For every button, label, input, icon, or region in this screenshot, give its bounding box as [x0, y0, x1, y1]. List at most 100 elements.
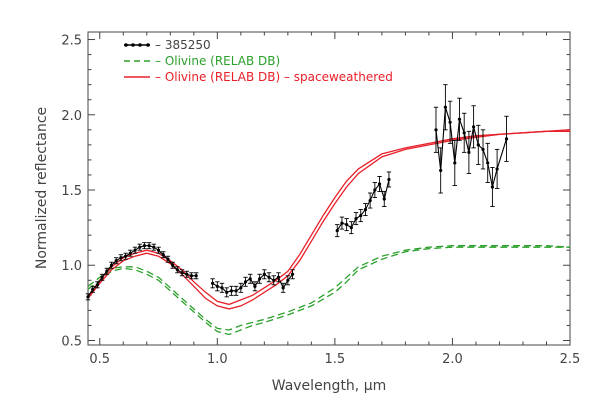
axes-frame-group	[87, 31, 571, 346]
data-point	[434, 128, 438, 132]
data-point	[272, 278, 276, 282]
data-point	[377, 182, 382, 186]
data-point	[114, 259, 118, 263]
data-point	[443, 105, 447, 109]
data-point	[91, 287, 95, 291]
x-tick-label: 2.0	[442, 352, 463, 367]
data-point	[290, 272, 295, 276]
data-point	[239, 286, 243, 290]
data-point	[253, 284, 257, 288]
data-point	[354, 216, 358, 221]
x-axis-label: Wavelength, μm	[272, 378, 387, 394]
data-point	[267, 275, 271, 279]
data-point	[156, 248, 161, 252]
data-point	[220, 286, 224, 290]
y-tick-label: 0.5	[61, 334, 82, 349]
data-point	[138, 245, 142, 249]
data-point	[368, 198, 372, 203]
data-point	[476, 143, 480, 147]
data-point	[86, 295, 90, 299]
data-point	[128, 251, 132, 255]
data-point	[225, 290, 229, 294]
data-point	[276, 275, 281, 279]
data-point	[281, 286, 285, 290]
data-point	[462, 131, 466, 135]
data-point	[95, 283, 100, 287]
data-point	[387, 177, 391, 182]
data-point	[340, 221, 344, 225]
data-point	[180, 271, 184, 275]
data-point	[373, 188, 377, 192]
data-point	[453, 161, 457, 165]
asteroid-line-segment-0	[87, 245, 197, 298]
data-point	[105, 269, 109, 273]
data-point	[142, 244, 147, 248]
data-point	[152, 245, 156, 249]
data-point	[495, 167, 499, 171]
olivine-sw-curve-0	[87, 129, 571, 306]
data-point	[345, 223, 349, 227]
x-tick-label: 2.5	[560, 352, 581, 367]
data-point	[133, 248, 137, 252]
data-point	[124, 254, 128, 258]
data-point	[161, 253, 165, 257]
data-point	[472, 125, 476, 129]
olivine-curve-0	[87, 245, 571, 331]
olivine-sw-curve-1	[87, 130, 570, 310]
series-group	[85, 84, 571, 336]
y-tick-label: 1.5	[61, 184, 82, 199]
data-point	[490, 185, 495, 189]
data-point	[100, 275, 104, 279]
y-axis-label: Normalized reflectance	[34, 107, 50, 269]
data-point	[109, 263, 114, 267]
data-point	[234, 289, 238, 293]
data-point	[349, 226, 353, 230]
plot-frame	[87, 31, 571, 346]
data-point	[286, 278, 290, 282]
data-point	[194, 274, 198, 278]
legend-label-olivine: – Olivine (RELAB DB)	[155, 54, 280, 68]
data-point	[185, 272, 189, 276]
data-point	[481, 147, 485, 151]
data-point	[262, 272, 266, 276]
data-point	[175, 268, 179, 272]
legend-marker	[146, 43, 150, 47]
legend: – 385250 – Olivine (RELAB DB) – Olivine …	[124, 38, 393, 84]
legend-entry-olivine: – Olivine (RELAB DB)	[124, 54, 280, 68]
data-point	[248, 277, 252, 281]
data-point	[467, 150, 471, 154]
data-point	[382, 197, 386, 201]
data-point	[457, 117, 462, 121]
legend-marker	[138, 43, 142, 47]
data-point	[243, 280, 248, 284]
legend-label-olivine-spaceweathered: – Olivine (RELAB DB) – spaceweathered	[155, 70, 393, 84]
data-point	[504, 137, 509, 141]
asteroid-line-segment-3	[435, 107, 508, 188]
data-point	[171, 263, 175, 267]
x-tick-label: 0.5	[89, 352, 110, 367]
x-tick-label: 1.5	[325, 352, 346, 367]
data-point	[363, 207, 368, 212]
data-point	[189, 274, 194, 278]
data-point	[119, 256, 123, 260]
data-point	[335, 229, 339, 233]
data-point	[486, 161, 490, 165]
olivine-curve-1	[87, 246, 570, 336]
data-point	[258, 277, 262, 281]
x-tick-label: 1.0	[207, 352, 228, 367]
data-point	[215, 284, 219, 288]
data-point	[166, 257, 170, 261]
y-tick-label: 1.0	[61, 259, 82, 274]
legend-label-asteroid: – 385250	[155, 38, 211, 52]
legend-marker	[124, 43, 128, 47]
legend-marker	[131, 43, 135, 47]
data-point	[147, 244, 151, 248]
legend-entry-olivine-spaceweathered: – Olivine (RELAB DB) – spaceweathered	[124, 70, 393, 84]
legend-entry-asteroid: – 385250	[124, 38, 211, 52]
data-point	[448, 120, 452, 124]
data-point	[229, 289, 234, 293]
data-point	[439, 168, 443, 173]
asteroid-line-segment-2	[336, 179, 390, 231]
y-tick-label: 2.0	[61, 109, 82, 124]
